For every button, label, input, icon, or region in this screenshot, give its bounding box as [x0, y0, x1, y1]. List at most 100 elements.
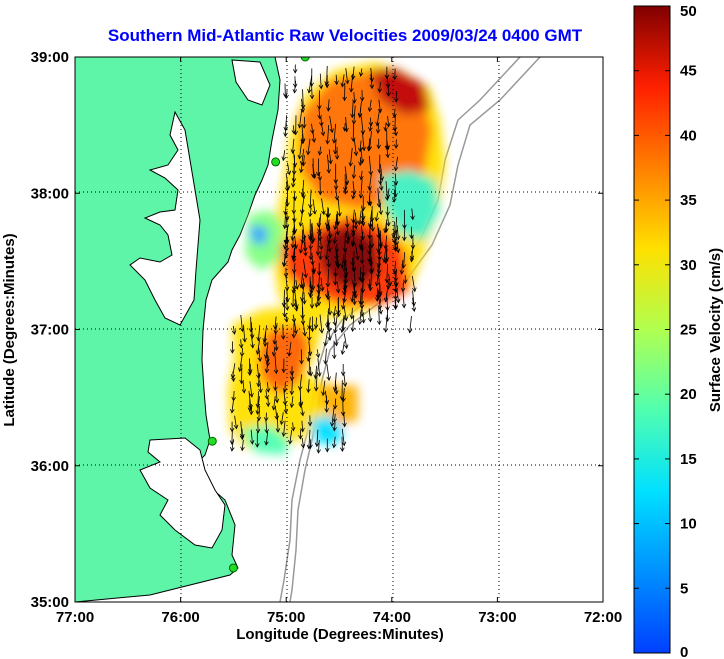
velocity-arrow-head: [284, 239, 289, 245]
velocity-arrow-head: [342, 96, 347, 102]
velocity-arrow: [276, 412, 279, 433]
velocity-arrow-head: [377, 305, 383, 310]
velocity-arrow-head: [230, 374, 236, 379]
velocity-arrow-head: [382, 258, 387, 263]
velocity-arrow-head: [409, 257, 415, 263]
velocity-arrow-head: [384, 196, 390, 202]
velocity-arrow-head: [324, 408, 329, 413]
velocity-arrow: [259, 380, 262, 393]
velocity-arrow-head: [256, 374, 261, 380]
velocity-arrow-head: [352, 99, 357, 104]
velocity-arrow: [359, 157, 362, 166]
velocity-arrow-head: [386, 122, 391, 128]
velocity-arrow: [377, 188, 380, 208]
velocity-arrow-head: [351, 137, 356, 143]
velocity-arrow-head: [255, 428, 261, 434]
velocity-arrow-head: [280, 335, 286, 340]
velocity-arrow-head: [282, 262, 287, 268]
velocity-arrow-head: [282, 312, 287, 318]
velocity-arrow: [341, 74, 345, 87]
velocity-arrow-head: [263, 417, 269, 422]
velocity-arrow: [309, 189, 312, 208]
velocity-arrow-head: [290, 303, 296, 308]
velocity-arrow-head: [289, 403, 295, 409]
velocity-arrow-head: [316, 301, 322, 307]
velocity-arrow-head: [333, 179, 338, 184]
velocity-arrow-head: [249, 410, 254, 416]
velocity-arrow-head: [289, 376, 295, 382]
velocity-arrow-head: [301, 194, 306, 200]
velocity-arrow-head: [238, 343, 244, 349]
colorbar-tick-label: 5: [680, 580, 688, 597]
velocity-arrow-head: [239, 435, 245, 441]
velocity-arrow-head: [298, 403, 303, 408]
velocity-arrow-head: [315, 353, 321, 359]
velocity-arrow-head: [318, 245, 324, 251]
velocity-arrow: [397, 244, 399, 253]
velocity-arrow-head: [275, 428, 281, 433]
velocity-arrow-head: [331, 139, 337, 144]
velocity-arrow-head: [274, 415, 279, 421]
velocity-arrow-head: [342, 382, 348, 388]
velocity-arrow-head: [316, 271, 322, 276]
velocity-arrow: [257, 372, 260, 387]
velocity-arrow-head: [255, 443, 260, 448]
velocity-arrow-head: [263, 354, 269, 360]
velocity-arrow-head: [325, 282, 331, 288]
velocity-arrow: [395, 156, 398, 171]
velocity-arrow: [327, 268, 329, 287]
velocity-arrow-head: [307, 351, 313, 357]
velocity-arrow-head: [359, 300, 365, 306]
velocity-arrow-head: [384, 74, 390, 80]
station-marker: [300, 57, 310, 62]
y-tick-label: 39:00: [31, 49, 69, 66]
velocity-arrow: [274, 355, 277, 374]
velocity-arrow: [326, 244, 329, 260]
velocity-arrow-head: [291, 178, 297, 183]
velocity-arrow-head: [369, 84, 375, 90]
velocity-arrow-head: [292, 88, 298, 94]
velocity-arrow-head: [393, 288, 399, 293]
velocity-arrow: [351, 292, 354, 302]
velocity-arrow-head: [281, 432, 287, 438]
velocity-arrow-head: [316, 171, 321, 177]
velocity-arrow: [385, 284, 389, 302]
velocity-arrow-head: [409, 255, 415, 261]
velocity-arrow-head: [351, 267, 356, 273]
velocity-arrow-head: [282, 401, 288, 406]
velocity-arrow: [292, 422, 294, 431]
velocity-arrow-head: [392, 198, 397, 203]
velocity-arrow: [334, 315, 338, 333]
velocity-arrow-head: [360, 288, 366, 294]
velocity-arrow-head: [316, 449, 321, 454]
velocity-arrow-head: [367, 234, 372, 240]
velocity-arrow-head: [311, 138, 317, 143]
velocity-arrow-head: [335, 230, 340, 236]
velocity-arrow-head: [318, 190, 323, 196]
velocity-arrow: [394, 299, 397, 309]
velocity-arrow-head: [374, 217, 380, 222]
velocity-arrow-head: [291, 289, 296, 295]
velocity-arrow-head: [262, 342, 268, 347]
velocity-arrow-head: [332, 418, 338, 423]
velocity-arrow: [314, 365, 318, 379]
velocity-arrow-head: [393, 144, 399, 149]
velocity-arrow: [360, 116, 364, 135]
velocity-arrow: [310, 283, 313, 293]
velocity-arrow: [327, 259, 330, 268]
velocity-arrow-head: [300, 427, 305, 433]
velocity-arrow: [329, 115, 333, 133]
colorbar-tick-label: 20: [680, 386, 697, 403]
x-axis-ticks: 77:00 76:00 75:00 74:00 73:00 72:00: [56, 57, 622, 626]
colorbar-tick-label: 40: [680, 127, 697, 144]
velocity-arrow-head: [289, 371, 295, 376]
velocity-arrow-head: [393, 166, 399, 172]
velocity-arrow: [241, 439, 244, 451]
velocity-arrow: [284, 381, 286, 392]
velocity-arrow-head: [378, 180, 383, 185]
station-marker: [228, 563, 238, 573]
velocity-arrow: [291, 226, 295, 241]
velocity-arrow: [335, 74, 338, 85]
velocity-arrow: [411, 208, 414, 220]
velocity-arrow-head: [374, 281, 380, 287]
